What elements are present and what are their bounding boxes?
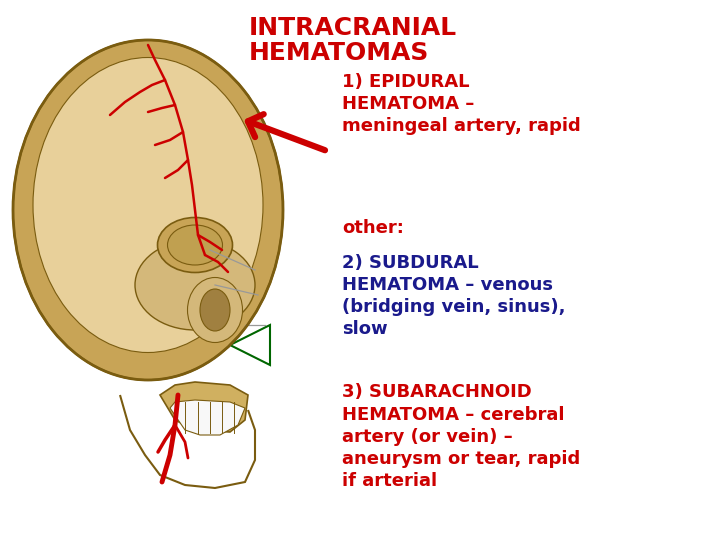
Ellipse shape [13,40,283,380]
Text: other:: other: [342,219,404,237]
Polygon shape [170,400,245,435]
Ellipse shape [200,289,230,331]
Polygon shape [160,382,248,432]
Text: INTRACRANIAL
HEMATOMAS: INTRACRANIAL HEMATOMAS [248,16,456,65]
Text: 3) SUBARACHNOID
HEMATOMA – cerebral
artery (or vein) –
aneurysm or tear, rapid
i: 3) SUBARACHNOID HEMATOMA – cerebral arte… [342,383,580,490]
Ellipse shape [33,57,263,353]
Ellipse shape [158,218,233,273]
Ellipse shape [168,225,222,265]
Ellipse shape [187,278,243,342]
Text: 1) EPIDURAL
HEMATOMA –
meningeal artery, rapid: 1) EPIDURAL HEMATOMA – meningeal artery,… [342,73,581,136]
Ellipse shape [135,240,255,330]
Text: 2) SUBDURAL
HEMATOMA – venous
(bridging vein, sinus),
slow: 2) SUBDURAL HEMATOMA – venous (bridging … [342,254,565,339]
